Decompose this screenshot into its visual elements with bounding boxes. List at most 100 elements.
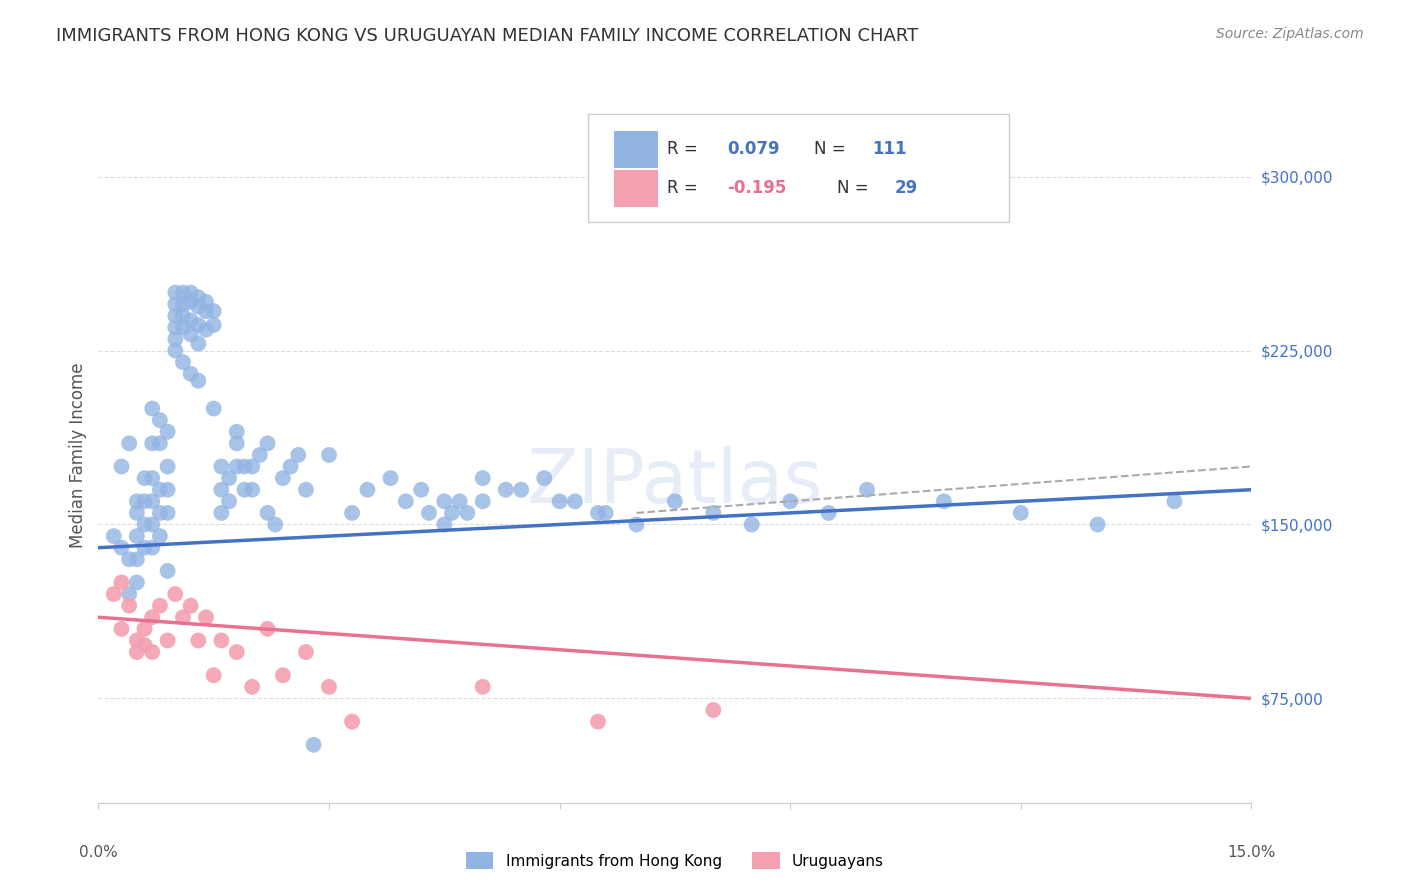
Point [172,610,194,624]
Point [195,610,218,624]
Point [318,680,340,694]
Point [395,494,418,508]
Text: N =: N = [838,179,875,197]
Point [156,564,179,578]
Point [180,285,202,300]
Point [202,318,225,332]
Point [564,494,586,508]
Point [165,320,187,334]
Point [118,436,141,450]
Point [1163,494,1185,508]
Point [240,459,263,474]
Point [180,599,202,613]
Point [110,459,132,474]
Text: Source: ZipAtlas.com: Source: ZipAtlas.com [1216,27,1364,41]
Point [202,668,225,682]
Point [195,294,218,309]
Point [418,506,440,520]
Point [209,483,232,497]
Point [165,309,187,323]
Bar [614,170,658,207]
Point [165,285,187,300]
Text: N =: N = [814,140,851,159]
Point [271,668,294,682]
Point [125,575,148,590]
Point [134,638,156,652]
Point [156,483,179,497]
Point [256,506,278,520]
Point [103,529,125,543]
Point [141,436,163,450]
Point [702,506,724,520]
Point [664,494,686,508]
Point [225,436,247,450]
Point [125,552,148,566]
Point [510,483,533,497]
Point [202,304,225,318]
Point [149,599,172,613]
Text: 15.0%: 15.0% [1227,845,1275,860]
Point [172,320,194,334]
Point [233,459,256,474]
Point [187,300,209,314]
Point [225,425,247,439]
Point [1087,517,1109,532]
Legend: Immigrants from Hong Kong, Uruguayans: Immigrants from Hong Kong, Uruguayans [460,847,890,875]
Point [240,680,263,694]
Point [433,494,456,508]
Point [471,680,494,694]
Point [218,471,240,485]
Point [225,459,247,474]
Point [195,323,218,337]
Point [440,506,463,520]
Point [595,506,617,520]
Point [172,297,194,311]
FancyBboxPatch shape [588,114,1010,222]
Point [134,517,156,532]
Point [141,517,163,532]
Point [302,738,325,752]
Point [287,448,309,462]
Point [340,506,363,520]
Point [187,633,209,648]
Point [134,471,156,485]
Point [271,471,294,485]
Point [318,448,340,462]
Point [817,506,839,520]
Point [356,483,378,497]
Point [702,703,724,717]
Point [165,587,187,601]
Point [340,714,363,729]
Point [295,483,318,497]
Point [195,304,218,318]
Point [280,459,302,474]
Point [125,529,148,543]
Point [187,318,209,332]
Point [533,471,555,485]
Point [187,336,209,351]
Point [264,517,287,532]
Point [626,517,648,532]
Text: R =: R = [666,179,703,197]
Point [256,622,278,636]
Point [118,587,141,601]
Point [165,297,187,311]
Point [149,413,172,427]
Point [225,645,247,659]
Point [125,494,148,508]
Point [118,599,141,613]
Point [110,575,132,590]
Text: IMMIGRANTS FROM HONG KONG VS URUGUAYAN MEDIAN FAMILY INCOME CORRELATION CHART: IMMIGRANTS FROM HONG KONG VS URUGUAYAN M… [56,27,918,45]
Point [141,471,163,485]
Point [249,448,271,462]
Point [295,645,318,659]
Point [134,494,156,508]
Text: ZIPatlas: ZIPatlas [527,446,823,519]
Point [110,541,132,555]
Point [218,494,240,508]
Point [125,645,148,659]
Point [180,313,202,327]
Point [209,459,232,474]
Point [180,294,202,309]
Point [172,355,194,369]
